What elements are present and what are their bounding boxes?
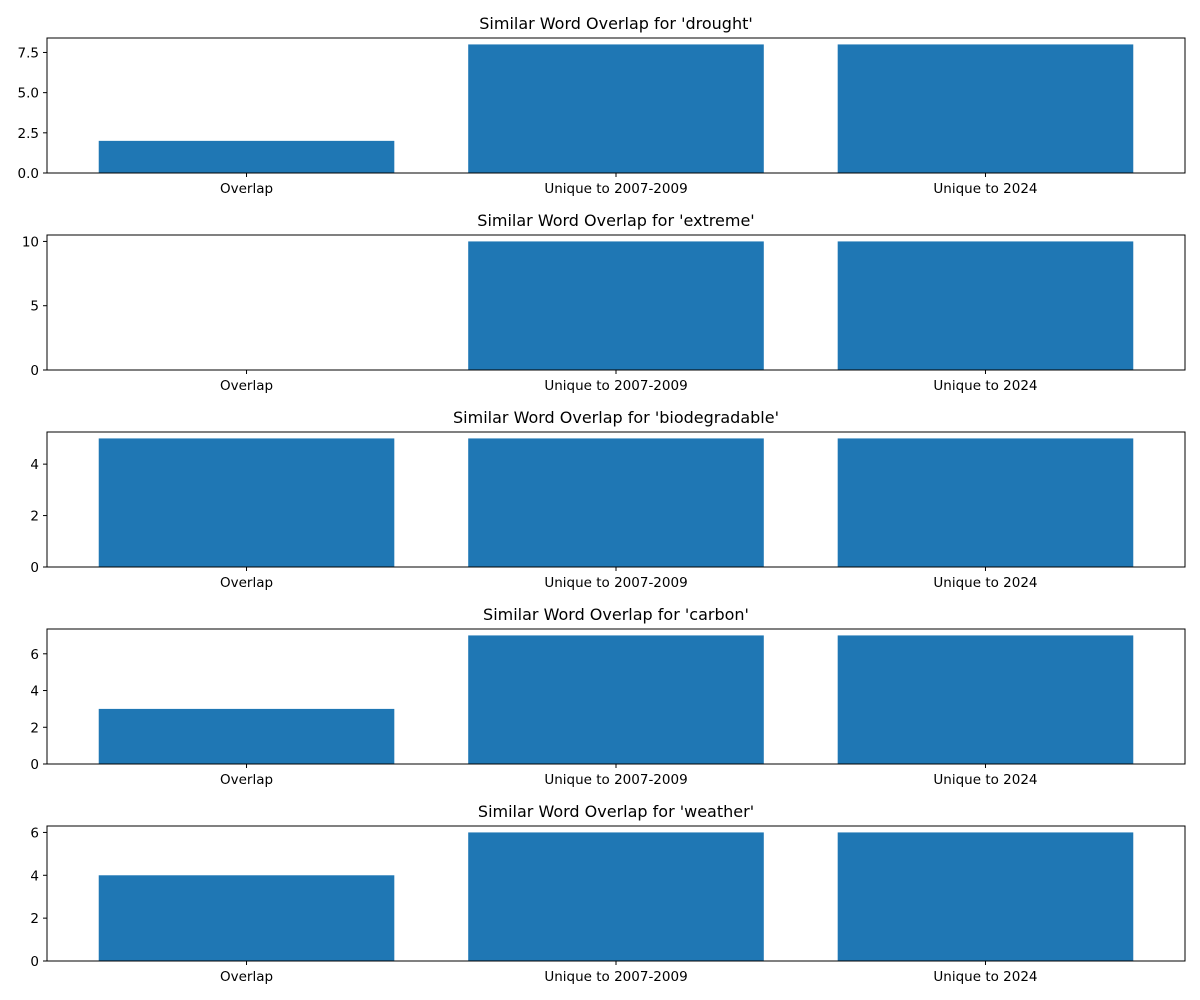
x-tick-label: Unique to 2007-2009 [544, 181, 687, 197]
subplot-title: Similar Word Overlap for 'carbon' [483, 605, 749, 624]
x-tick-label: Unique to 2024 [933, 378, 1037, 394]
subplot-title: Similar Word Overlap for 'drought' [479, 14, 753, 33]
x-tick-label: Unique to 2024 [933, 772, 1037, 788]
x-tick-label: Overlap [220, 969, 273, 985]
y-tick-label: 0 [30, 954, 39, 970]
x-tick-label: Unique to 2007-2009 [544, 575, 687, 591]
subplot-title: Similar Word Overlap for 'extreme' [477, 211, 754, 230]
bar-overlap [98, 875, 395, 961]
bar-unique-to-2007-2009 [468, 832, 764, 961]
y-tick-label: 7.5 [18, 45, 39, 61]
x-tick-label: Unique to 2024 [933, 969, 1037, 985]
bar-unique-to-2007-2009 [468, 438, 764, 567]
y-tick-label: 5.0 [18, 86, 39, 102]
y-tick-label: 4 [30, 457, 39, 473]
subplot-title: Similar Word Overlap for 'weather' [478, 802, 754, 821]
x-tick-label: Overlap [220, 575, 273, 591]
y-tick-label: 0.0 [18, 166, 39, 182]
y-tick-label: 4 [30, 684, 39, 700]
y-tick-label: 4 [30, 868, 39, 884]
subplot-5: Similar Word Overlap for 'weather' 0 2 4 6 Ov… [30, 802, 1186, 985]
y-tick-label: 2 [30, 509, 39, 525]
x-tick-label: Unique to 2024 [933, 181, 1037, 197]
x-tick-label: Overlap [220, 181, 273, 197]
bar-unique-to-2024 [837, 438, 1134, 567]
subplot-1: Similar Word Overlap for 'drought' 0.0 2.5… [18, 14, 1186, 197]
y-tick-label: 2.5 [18, 126, 39, 142]
y-tick-label: 6 [30, 825, 39, 841]
bar-overlap [98, 708, 395, 764]
subplot-3: Similar Word Overlap for 'biodegradable'… [30, 408, 1186, 591]
y-tick-label: 2 [30, 720, 39, 736]
bar-unique-to-2007-2009 [468, 635, 764, 764]
y-tick-label: 0 [30, 757, 39, 773]
bar-overlap [98, 140, 395, 173]
bar-unique-to-2007-2009 [468, 241, 764, 370]
x-tick-label: Unique to 2007-2009 [544, 378, 687, 394]
bar-unique-to-2024 [837, 832, 1134, 961]
subplot-4: Similar Word Overlap for 'carbon' 0 2 4 6 Ove… [30, 605, 1186, 788]
x-tick-label: Overlap [220, 378, 273, 394]
bar-overlap [98, 438, 395, 567]
subplot-2: Similar Word Overlap for 'extreme' 0 5 10 Ov… [22, 211, 1186, 394]
bar-unique-to-2024 [837, 635, 1134, 764]
bar-unique-to-2024 [837, 241, 1134, 370]
subplot-title: Similar Word Overlap for 'biodegradable' [453, 408, 779, 427]
bar-unique-to-2007-2009 [468, 44, 764, 173]
y-tick-label: 0 [30, 363, 39, 379]
y-tick-label: 2 [30, 911, 39, 927]
bar-unique-to-2024 [837, 44, 1134, 173]
x-tick-label: Overlap [220, 772, 273, 788]
y-tick-label: 0 [30, 560, 39, 576]
y-tick-label: 10 [22, 234, 39, 250]
x-tick-label: Unique to 2007-2009 [544, 772, 687, 788]
y-tick-label: 6 [30, 647, 39, 663]
y-tick-label: 5 [30, 299, 39, 315]
x-tick-label: Unique to 2024 [933, 575, 1037, 591]
x-tick-label: Unique to 2007-2009 [544, 969, 687, 985]
